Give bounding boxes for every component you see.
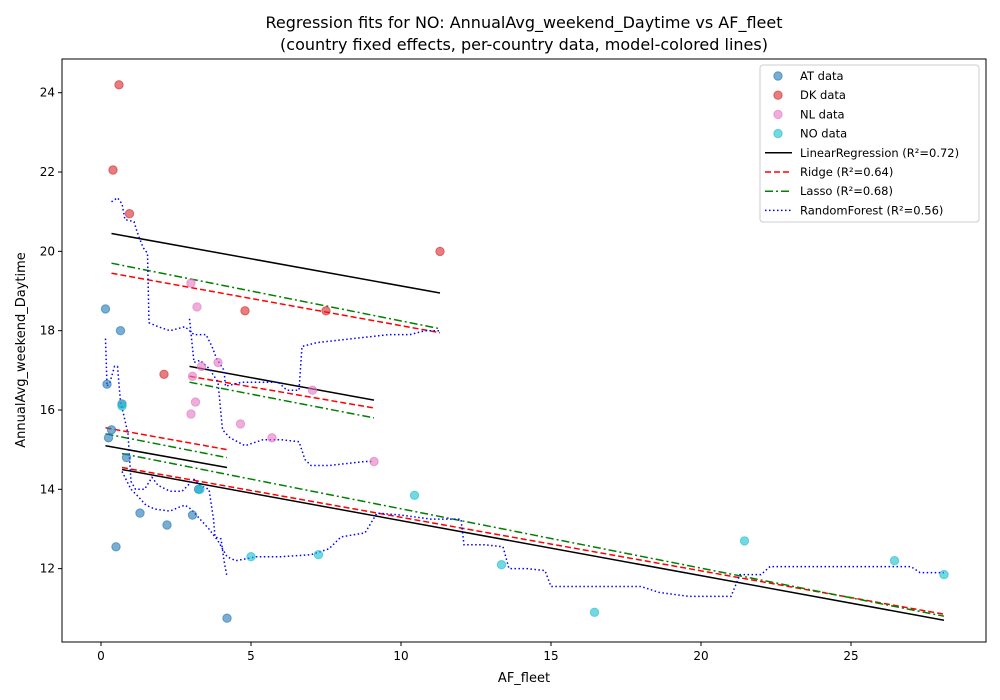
lasso-fit-line xyxy=(189,381,375,419)
y-axis: 12 14 16 18 20 22 24 xyxy=(40,86,62,576)
nl-data-point xyxy=(186,409,196,419)
at-data-point xyxy=(187,510,198,520)
linearregression-fit-line xyxy=(121,468,945,621)
at-data-point xyxy=(103,433,114,443)
no-data-point xyxy=(117,401,127,411)
x-tick-label: 5 xyxy=(247,649,255,663)
legend-label-dk: DK data xyxy=(800,88,846,102)
ridge-fit-line xyxy=(105,427,228,451)
at-data-point xyxy=(115,326,126,336)
ridge-fit-line xyxy=(121,466,945,615)
legend: AT data DK data NL data NO data LinearRegres… xyxy=(759,64,980,223)
x-tick-label: 15 xyxy=(543,649,558,663)
at-data-point xyxy=(162,520,172,530)
legend-label-at: AT data xyxy=(800,69,844,83)
dk-data-point xyxy=(114,80,124,90)
no-data-point xyxy=(246,552,256,562)
x-axis-label: AF_fleet xyxy=(498,671,550,686)
legend-box xyxy=(759,64,980,223)
fit-lines-layer xyxy=(104,196,945,621)
y-axis-label: AnnualAvg_weekend_Daytime xyxy=(14,252,29,448)
dk-data-point xyxy=(321,306,331,316)
at-data-point xyxy=(121,452,132,463)
randomforest-fit-line xyxy=(188,318,374,467)
at-data-point xyxy=(106,425,117,435)
x-axis: 0 5 10 15 20 25 xyxy=(97,642,859,663)
y-tick-label: 14 xyxy=(40,482,55,496)
plot-frame xyxy=(61,58,987,643)
x-tick-label: 0 xyxy=(97,649,105,663)
x-tick-label: 25 xyxy=(843,649,858,663)
ridge-fit-line xyxy=(111,272,441,334)
ridge-fit-line xyxy=(189,375,375,409)
y-tick-label: 18 xyxy=(40,324,55,338)
y-tick-label: 20 xyxy=(40,244,55,258)
no-data-point xyxy=(496,560,507,570)
legend-marker-dk xyxy=(773,90,783,100)
no-data-point xyxy=(739,536,750,546)
x-tick-label: 20 xyxy=(693,649,708,663)
linearregression-fit-line xyxy=(105,444,228,469)
legend-label-randomforest: RandomForest (R²=0.56) xyxy=(800,203,943,217)
data-points-layer xyxy=(100,80,949,623)
at-data-point xyxy=(100,304,111,314)
legend-marker-nl xyxy=(773,109,783,120)
at-data-point xyxy=(222,613,232,623)
lasso-fit-line xyxy=(111,262,441,330)
legend-label-lasso: Lasso (R²=0.68) xyxy=(800,184,893,198)
y-tick-label: 12 xyxy=(40,562,55,576)
at-data-point xyxy=(111,542,121,552)
dk-data-point xyxy=(124,209,135,219)
y-tick-label: 16 xyxy=(40,403,55,417)
no-data-point xyxy=(409,490,420,500)
chart-subtitle: (country fixed effects, per-country data… xyxy=(280,35,768,54)
legend-label-nl: NL data xyxy=(800,107,845,121)
y-tick-label: 24 xyxy=(40,86,55,100)
dk-data-point xyxy=(240,306,250,316)
nl-data-point xyxy=(196,361,207,372)
nl-data-point xyxy=(192,302,202,312)
nl-data-point xyxy=(369,456,379,467)
x-tick-label: 10 xyxy=(393,649,408,663)
lasso-fit-line xyxy=(105,433,228,459)
randomforest-fit-line xyxy=(104,338,228,577)
legend-label-ridge: Ridge (R²=0.64) xyxy=(800,165,893,179)
nl-data-point xyxy=(187,371,198,381)
lasso-fit-line xyxy=(121,452,945,617)
legend-marker-at xyxy=(773,71,783,81)
at-data-point xyxy=(135,508,145,518)
linearregression-fit-line xyxy=(189,365,375,401)
no-data-point xyxy=(195,484,205,494)
legend-label-linearregression: LinearRegression (R²=0.72) xyxy=(800,146,959,160)
randomforest-fit-line xyxy=(111,196,440,391)
chart-title: Regression fits for NO: AnnualAvg_weeken… xyxy=(266,13,783,33)
y-tick-label: 22 xyxy=(40,165,55,179)
linearregression-fit-line xyxy=(111,232,441,294)
nl-data-point xyxy=(213,357,223,368)
at-data-point xyxy=(102,379,112,389)
legend-marker-no xyxy=(773,128,783,139)
nl-data-point xyxy=(307,385,318,395)
no-data-point xyxy=(939,569,949,580)
nl-data-point xyxy=(235,419,246,429)
nl-data-point xyxy=(186,278,196,288)
no-data-point xyxy=(313,550,324,560)
nl-data-point xyxy=(190,397,201,407)
dk-data-point xyxy=(435,246,445,257)
nl-data-point xyxy=(267,433,277,443)
no-data-point xyxy=(589,607,600,617)
dk-data-point xyxy=(159,369,169,379)
legend-label-no: NO data xyxy=(800,127,847,141)
dk-data-point xyxy=(108,165,118,175)
no-data-point xyxy=(889,556,900,566)
